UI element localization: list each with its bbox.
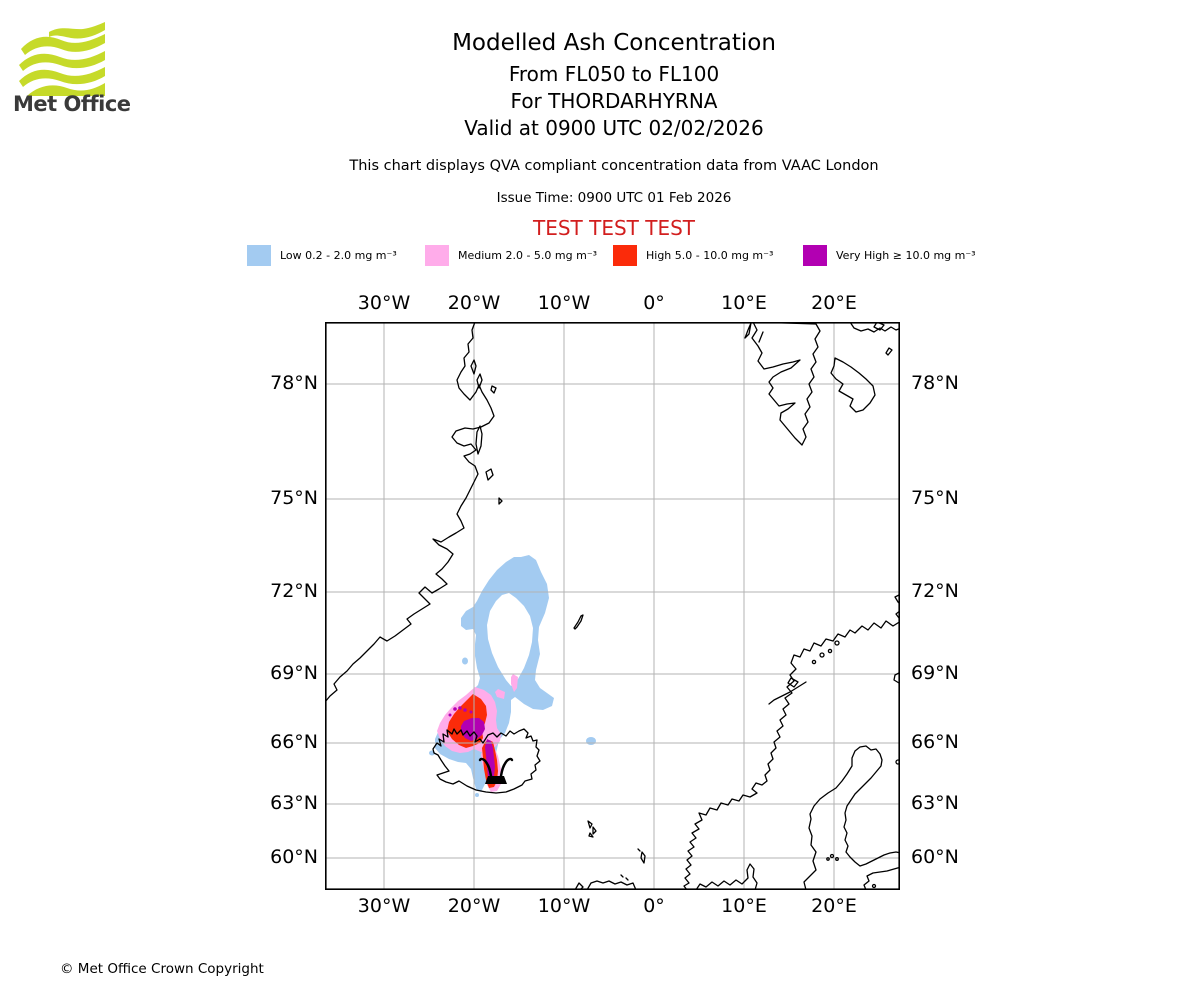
lat-tick-left-2: 72°N: [270, 580, 318, 602]
met-office-logo-text: Met Office: [13, 92, 131, 116]
lat-tick-left-4: 66°N: [270, 731, 318, 753]
subtitle-flight-levels: From FL050 to FL100: [508, 62, 720, 86]
subtitle-valid-time: Valid at 0900 UTC 02/02/2026: [464, 116, 764, 140]
lon-tick-bottom-2: 10°W: [537, 895, 591, 917]
coastline-greenland: [325, 322, 503, 703]
lon-tick-top-2: 10°W: [537, 292, 591, 314]
lon-tick-bottom-5: 20°E: [811, 895, 857, 917]
map-border: [325, 322, 900, 890]
lon-tick-bottom-1: 20°W: [447, 895, 501, 917]
lon-tick-top-4: 10°E: [721, 292, 767, 314]
subtitle-block: From FL050 to FL100 For THORDARHYRNA Val…: [14, 61, 1200, 142]
coastline-iceland: [432, 728, 541, 794]
legend-swatch-low: [247, 244, 271, 266]
ash-concentration-map: [325, 322, 900, 890]
coastline-faroe-shetland-scotland: [574, 820, 646, 890]
lat-tick-right-1: 75°N: [911, 487, 959, 509]
lat-tick-right-4: 66°N: [911, 731, 959, 753]
coastline-jan-mayen: [573, 614, 584, 630]
coastline-norway-scandinavia: [683, 593, 900, 890]
legend-item-very-high: Very High ≥ 10.0 mg m⁻³: [803, 243, 976, 267]
legend-label-low: Low 0.2 - 2.0 mg m⁻³: [280, 248, 397, 262]
graticule: [325, 322, 900, 890]
lon-tick-top-0: 30°W: [357, 292, 411, 314]
legend-label-high: High 5.0 - 10.0 mg m⁻³: [646, 248, 774, 262]
lon-tick-top-3: 0°: [643, 292, 665, 314]
lon-tick-top-5: 20°E: [811, 292, 857, 314]
subtitle-volcano: For THORDARHYRNA: [510, 89, 718, 113]
lat-tick-right-3: 69°N: [911, 662, 959, 684]
lat-tick-left-1: 75°N: [270, 487, 318, 509]
met-office-logo-icon: [19, 22, 105, 96]
qva-description: This chart displays QVA compliant concen…: [349, 158, 879, 174]
legend-item-high: High 5.0 - 10.0 mg m⁻³: [613, 243, 773, 267]
lat-tick-right-5: 63°N: [911, 792, 959, 814]
lat-tick-left-5: 63°N: [270, 792, 318, 814]
lat-tick-right-2: 72°N: [911, 580, 959, 602]
legend-item-medium: Medium 2.0 - 5.0 mg m⁻³: [425, 243, 597, 267]
lon-tick-top-1: 20°W: [447, 292, 501, 314]
legend-swatch-very-high: [803, 244, 827, 266]
lat-tick-left-3: 69°N: [270, 662, 318, 684]
test-banner: TEST TEST TEST: [532, 216, 695, 240]
lat-tick-right-0: 78°N: [911, 372, 959, 394]
volcano-marker: [478, 757, 514, 784]
lon-tick-bottom-4: 10°E: [721, 895, 767, 917]
legend-label-medium: Medium 2.0 - 5.0 mg m⁻³: [458, 248, 598, 262]
lon-tick-bottom-0: 30°W: [357, 895, 411, 917]
legend-label-very-high: Very High ≥ 10.0 mg m⁻³: [836, 248, 976, 262]
legend-swatch-medium: [425, 244, 449, 266]
issue-time: Issue Time: 0900 UTC 01 Feb 2026: [496, 190, 732, 206]
ash-plume-very-high: [448, 706, 495, 781]
lat-tick-left-0: 78°N: [270, 372, 318, 394]
copyright-notice: © Met Office Crown Copyright: [60, 961, 264, 977]
lat-tick-left-6: 60°N: [270, 846, 318, 868]
legend-item-low: Low 0.2 - 2.0 mg m⁻³: [247, 243, 397, 267]
lon-tick-bottom-3: 0°: [643, 895, 665, 917]
lat-tick-right-6: 60°N: [911, 846, 959, 868]
legend-swatch-high: [613, 244, 637, 266]
page-title: Modelled Ash Concentration: [452, 30, 776, 56]
